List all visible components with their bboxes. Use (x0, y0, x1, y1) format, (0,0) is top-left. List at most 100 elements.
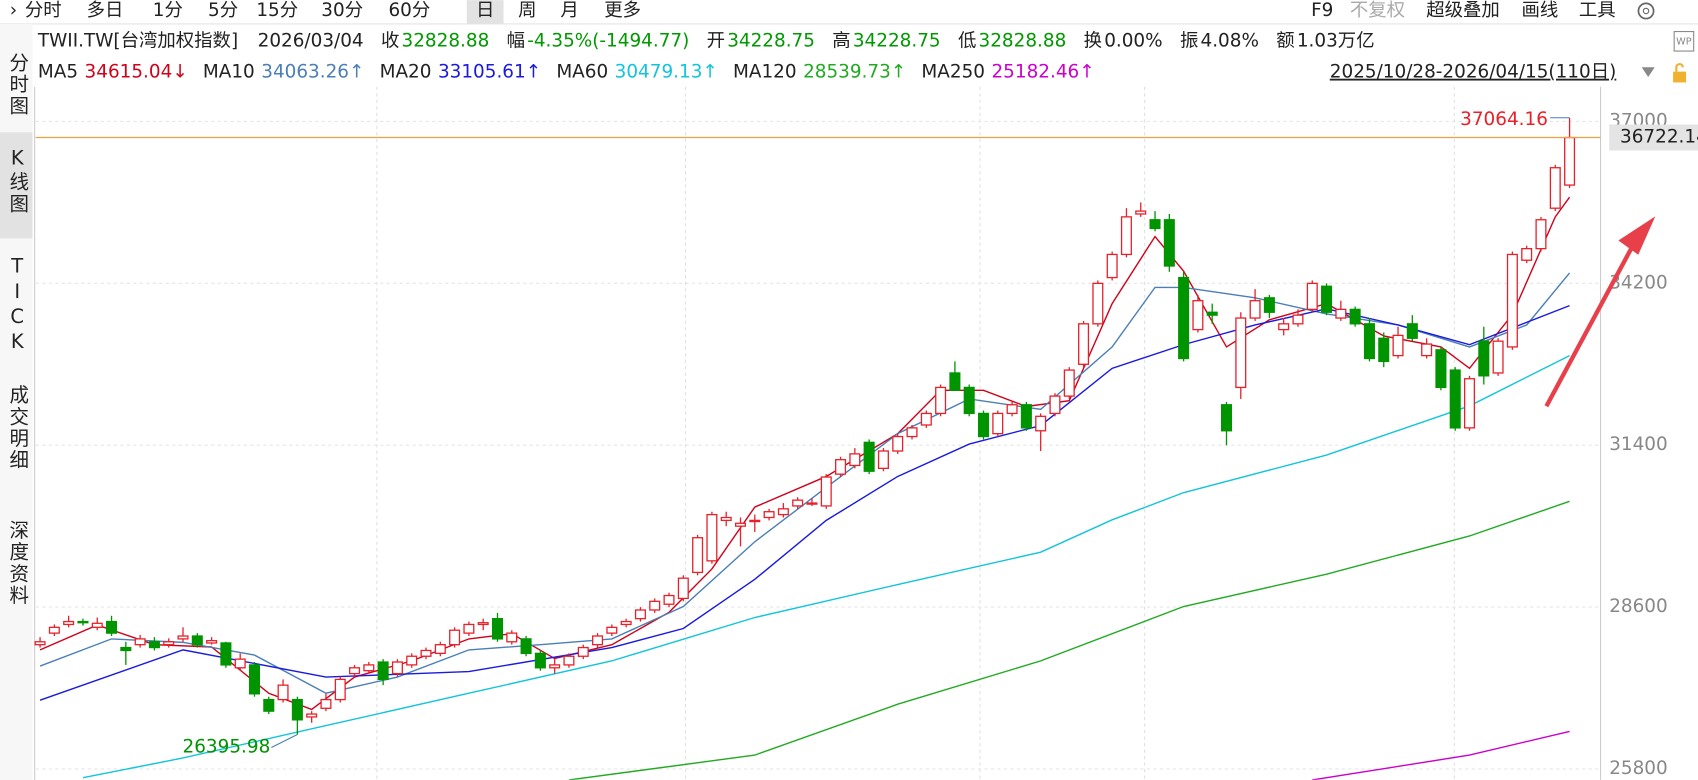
settings-icon[interactable] (1637, 2, 1655, 20)
ma-trend: ↓ (172, 62, 187, 83)
candle-body (48, 626, 60, 634)
wp-icon[interactable]: WP (1673, 31, 1695, 52)
sidebar-selected (0, 132, 33, 239)
symbol: TWII.TW[台湾加权指数] (37, 30, 238, 51)
candle-body (406, 655, 418, 666)
period-tab[interactable]: 15分 (256, 0, 298, 21)
candle-body (477, 622, 489, 626)
candle-body (120, 646, 132, 652)
low-pointer (271, 734, 298, 749)
candle-body (606, 626, 618, 634)
period-tab[interactable]: 60分 (388, 0, 430, 21)
period-tab[interactable]: 分时 (25, 0, 62, 21)
field-label: 低 (958, 30, 976, 51)
candle-body (563, 655, 575, 666)
period-tab[interactable]: 1分 (153, 0, 183, 21)
info-line: TWII.TW[台湾加权指数] 2026/03/04 收 32828.88 幅 -4.35… (37, 30, 1375, 51)
tool-button[interactable]: 工具 (1579, 0, 1616, 21)
candle-body (63, 620, 75, 626)
tool-button[interactable]: 画线 (1521, 0, 1558, 21)
y-tick-label: 25800 (1609, 758, 1668, 779)
tool-button[interactable]: 超级叠加 (1426, 0, 1500, 21)
candle-body (1392, 334, 1404, 357)
toolbar: 分时 多日 1分 5分 15分 30分 60分 日 周 月 更多 F9 不复权 超级叠加 画线 工具 (25, 0, 1616, 24)
candle-body (291, 698, 303, 721)
candle-body (1435, 349, 1447, 389)
candle-body (1149, 219, 1161, 230)
tool-button: 不复权 (1350, 0, 1405, 21)
date-range[interactable]: 2025/10/28-2026/04/15(110日) (1330, 62, 1616, 83)
period-tab[interactable]: 更多 (604, 0, 641, 21)
sidebar-tab[interactable]: K线图 (6, 146, 29, 214)
ma-trend: ↑ (702, 62, 717, 83)
candle-body (277, 684, 289, 701)
period-selected (466, 0, 504, 24)
candle-body (320, 698, 332, 709)
candle-body (148, 641, 160, 649)
field-value: 34228.75 (853, 30, 941, 51)
field-label: 收 (381, 30, 399, 51)
candle-body (420, 649, 432, 657)
field-value: 34228.75 (727, 30, 815, 51)
ma-value: 30479.13 (615, 62, 703, 83)
candle-body (992, 412, 1004, 435)
candle-body (34, 641, 46, 646)
candle-body (449, 629, 461, 646)
period-tab[interactable]: 5分 (208, 0, 238, 21)
candle-body (1220, 404, 1233, 432)
candle-body (1421, 343, 1433, 357)
period-tab[interactable]: 月 (560, 0, 578, 21)
field-label: 振 (1180, 30, 1198, 51)
candle-body (977, 412, 990, 438)
lock-icon[interactable] (1673, 63, 1687, 83)
range-dropdown[interactable] (1641, 67, 1655, 78)
candle-body (106, 620, 118, 634)
candle-body (1035, 415, 1047, 432)
candle-body (549, 664, 561, 669)
period-tab[interactable]: 30分 (321, 0, 363, 21)
ma-name: MA250 (921, 62, 985, 83)
candle-body (248, 664, 261, 695)
period-tab[interactable]: 周 (518, 0, 536, 21)
candle-body (835, 459, 847, 475)
period-tab[interactable]: 日 (476, 0, 494, 21)
candle-body (920, 412, 932, 426)
candle-body (1292, 314, 1304, 325)
candle-body (806, 502, 818, 505)
candle-body (1278, 323, 1290, 331)
candle-body (877, 450, 889, 470)
candle-body (949, 372, 961, 391)
candle-body (1406, 323, 1418, 339)
candle-body (1106, 253, 1118, 279)
tool-button[interactable]: F9 (1311, 0, 1333, 21)
ma-name: MA10 (203, 62, 255, 83)
candle-body (206, 639, 218, 644)
candle-body (1321, 285, 1333, 313)
candle-body (1020, 404, 1032, 429)
candle-body (434, 644, 446, 655)
field-label: 额 (1276, 30, 1294, 51)
candle-body (234, 658, 246, 669)
candle-body (1206, 311, 1218, 316)
candle-body (1192, 300, 1204, 331)
ma-name: MA5 (38, 62, 78, 83)
candle-body (749, 519, 761, 523)
y-tick-label: 31400 (1609, 434, 1668, 455)
sidebar-tab[interactable]: 成交明细 (6, 385, 29, 472)
candle-body (391, 661, 403, 675)
collapse-icon[interactable]: › (10, 0, 17, 21)
ma-line (1312, 730, 1570, 780)
candle-body (77, 620, 89, 624)
sidebar-tab[interactable]: TICK (6, 255, 29, 356)
ma-trend: ↑ (526, 62, 541, 83)
sidebar-tab[interactable]: 分时图 (6, 52, 29, 117)
ma-line (568, 500, 1570, 780)
sidebar-tab[interactable]: 深度资料 (6, 520, 29, 607)
candle-body (1506, 253, 1518, 348)
ma-value: 33105.61 (438, 62, 526, 83)
period-tab[interactable]: 多日 (87, 0, 124, 21)
candle-body (1535, 219, 1547, 250)
candle-body (649, 600, 661, 611)
candle-body (1249, 300, 1261, 319)
candle-body (820, 476, 832, 507)
